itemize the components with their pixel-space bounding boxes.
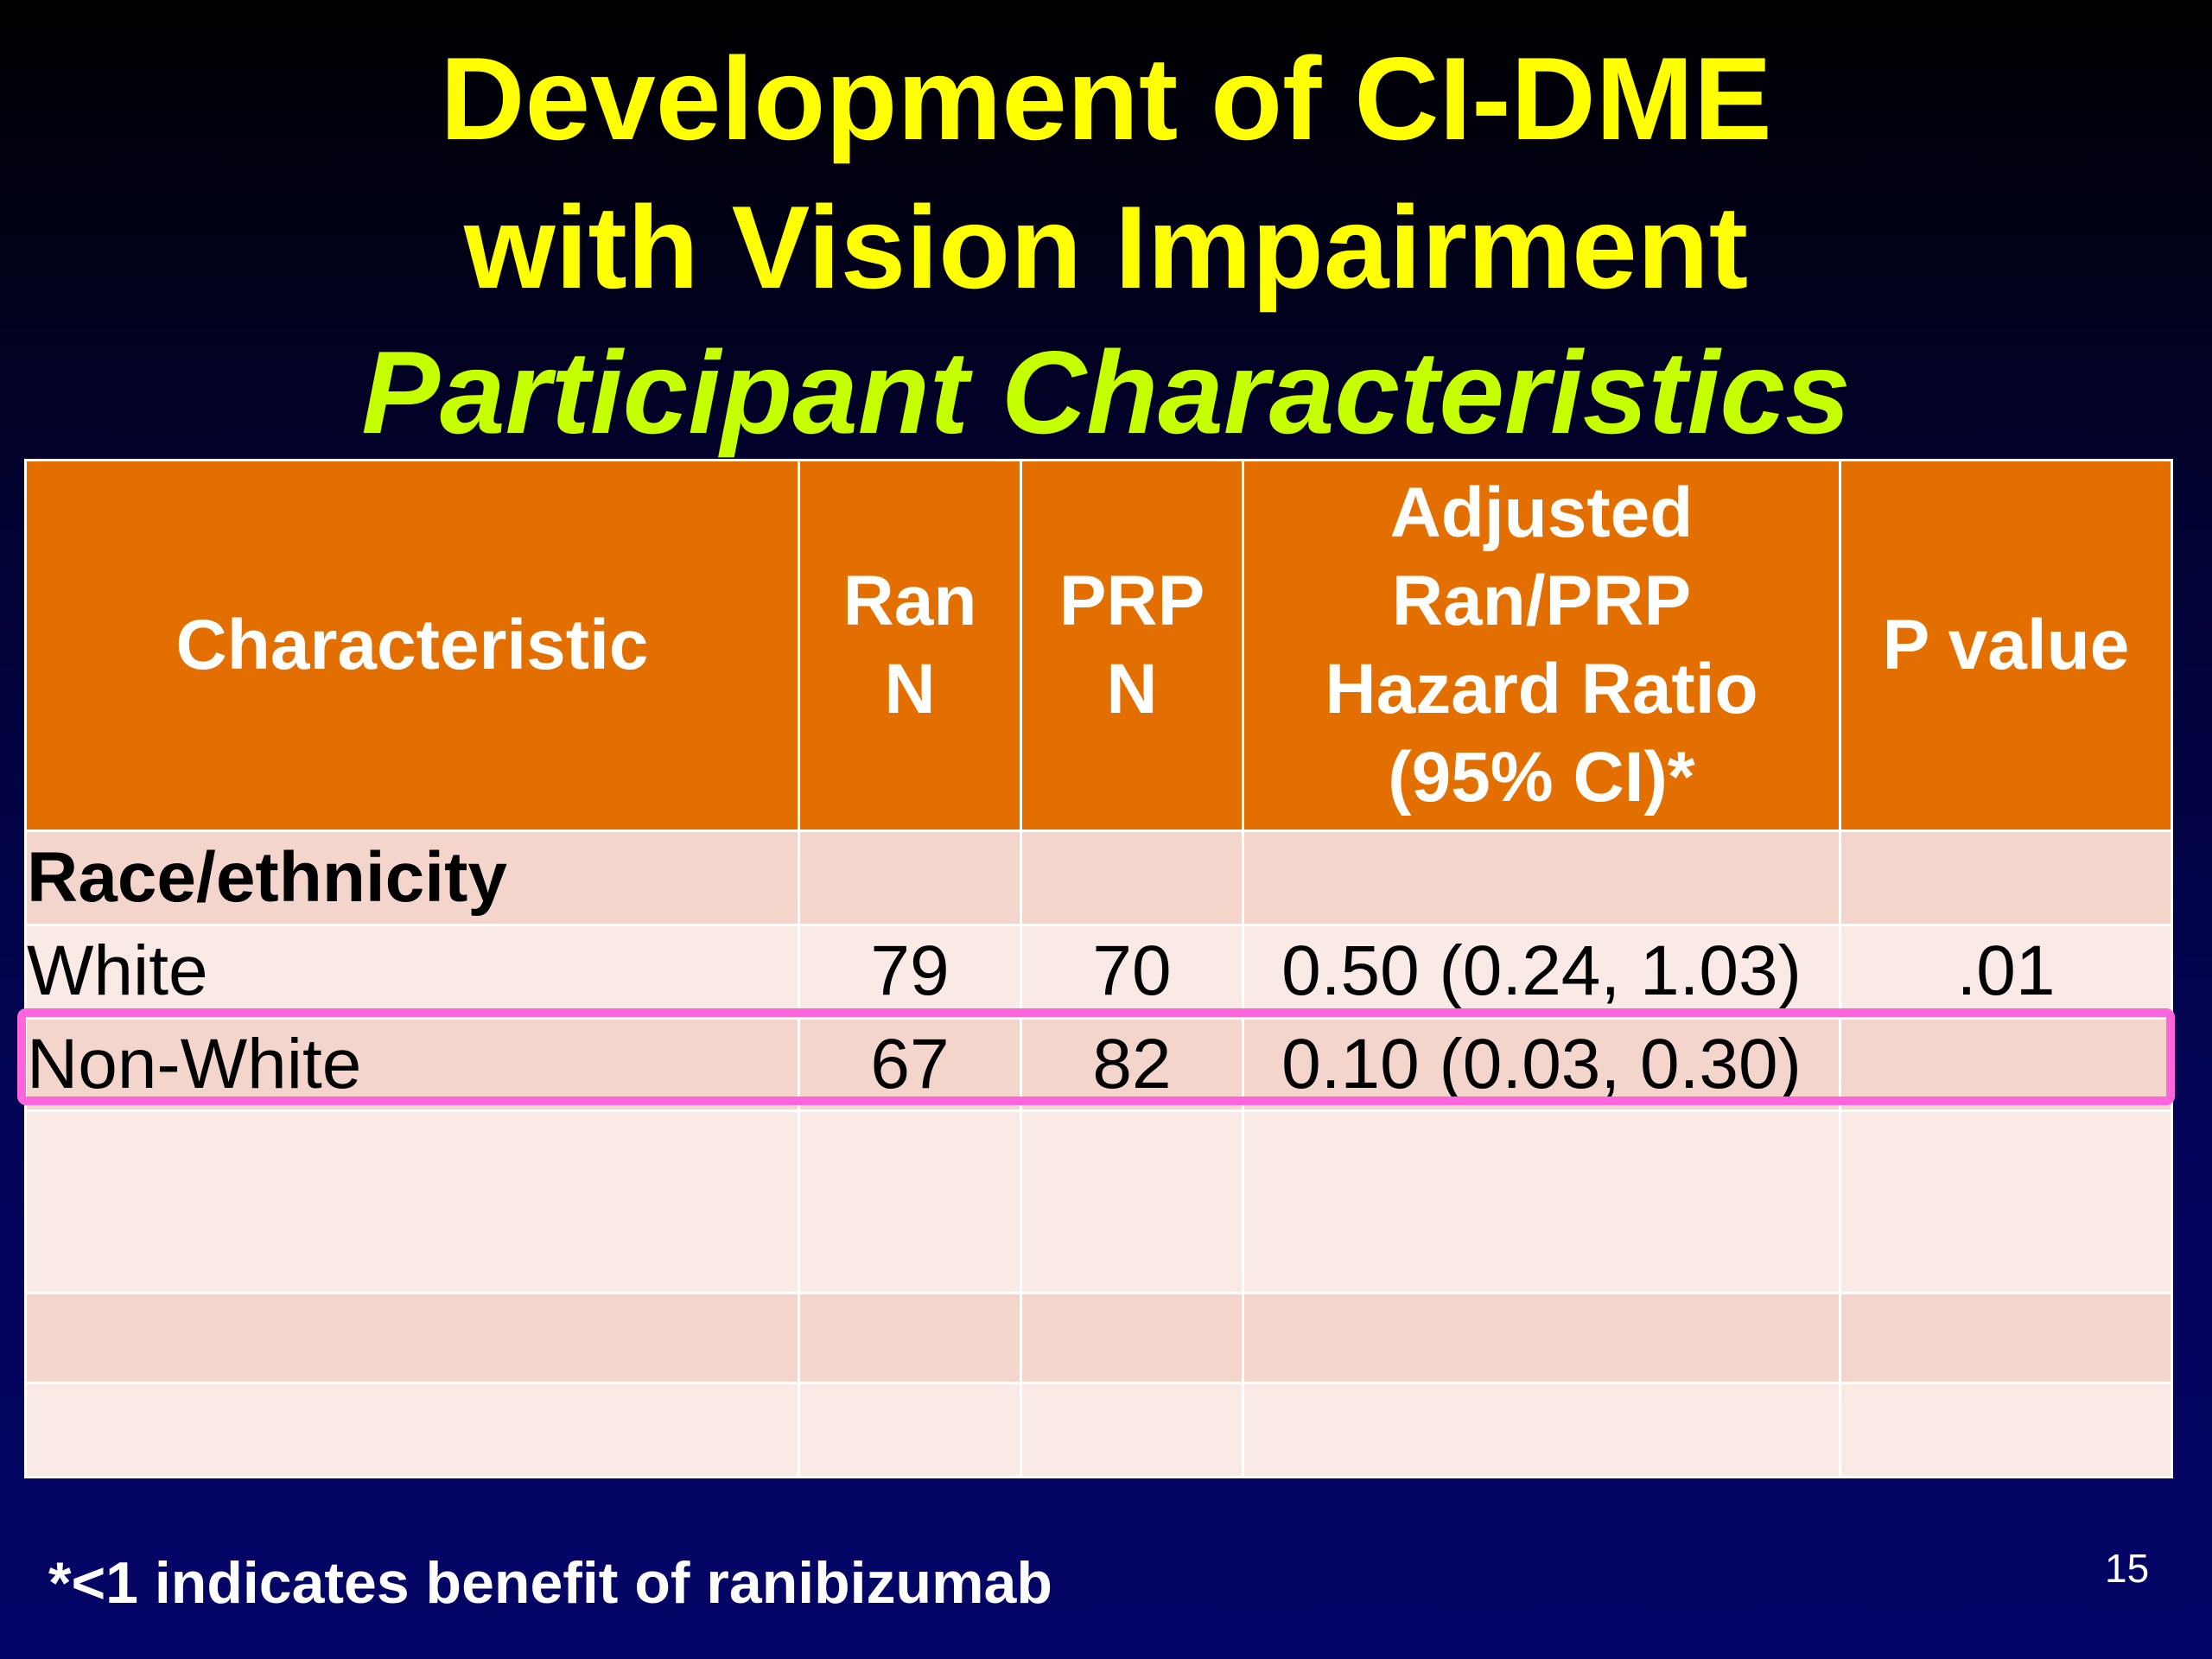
participant-characteristics-table: Characteristic Ran N PRP N Adjusted Ran/… xyxy=(24,459,2173,1478)
header-prp-n-line-2: N xyxy=(1106,650,1158,728)
table-row-white: White 79 70 0.50 (0.24, 1.03) .01 xyxy=(24,923,2173,1020)
cell-characteristic: Non-White xyxy=(24,1017,800,1112)
header-ran-n-line-2: N xyxy=(884,650,936,728)
table-row-empty xyxy=(24,1291,2173,1385)
header-hazard-ratio-line-4: (95% CI)* xyxy=(1388,738,1695,817)
table-cell-empty xyxy=(1020,1291,1244,1385)
table-cell-empty xyxy=(798,1109,1022,1294)
cell-hazard-ratio: 0.10 (0.03, 0.30) xyxy=(1242,1017,1841,1112)
table-body: Race/ethnicity White 79 70 0.50 (0.24, 1… xyxy=(24,830,2173,1478)
cell-ran-n: 79 xyxy=(798,923,1022,1020)
table-row-section: Race/ethnicity xyxy=(24,830,2173,926)
header-prp-n: PRP N xyxy=(1020,459,1244,832)
header-characteristic: Characteristic xyxy=(24,459,800,832)
slide-subtitle: Participant Characteristics xyxy=(361,327,1851,458)
row-highlight-box xyxy=(17,1008,2175,1105)
table-cell-empty xyxy=(1020,1109,1244,1294)
slide-number: 15 xyxy=(2105,1546,2150,1591)
table-cell-empty xyxy=(1839,1382,2173,1478)
table-row-non-white: Non-White 67 82 0.10 (0.03, 0.30) xyxy=(24,1017,2173,1112)
slide-title-line-2: with Vision Impairment xyxy=(463,181,1749,313)
table-row-empty xyxy=(24,1382,2173,1478)
cell-p-value xyxy=(1839,1017,2173,1112)
header-prp-n-line-1: PRP xyxy=(1058,562,1205,640)
table-cell-empty xyxy=(1242,1109,1841,1294)
table-cell-empty xyxy=(1242,1382,1841,1478)
header-p-value: P value xyxy=(1839,459,2173,832)
cell-hazard-ratio: 0.50 (0.24, 1.03) xyxy=(1242,923,1841,1020)
cell-prp-n: 70 xyxy=(1020,923,1244,1020)
table-cell-empty xyxy=(24,1291,800,1385)
table-cell-empty xyxy=(24,1109,800,1294)
header-hazard-ratio-line-3: Hazard Ratio xyxy=(1325,650,1758,728)
cell-p-value: .01 xyxy=(1839,923,2173,1020)
header-ran-n: Ran N xyxy=(798,459,1022,832)
header-hazard-ratio-line-1: Adjusted xyxy=(1389,474,1694,552)
table-cell-empty xyxy=(798,1291,1022,1385)
header-hazard-ratio: Adjusted Ran/PRP Hazard Ratio (95% CI)* xyxy=(1242,459,1841,832)
slide-title-line-1: Development of CI-DME xyxy=(440,33,1772,164)
table-cell-empty xyxy=(798,1382,1022,1478)
header-row: Characteristic Ran N PRP N Adjusted Ran/… xyxy=(24,459,2173,832)
footnote: *<1 indicates benefit of ranibizumab xyxy=(48,1550,1052,1616)
header-ran-n-line-1: Ran xyxy=(842,562,977,640)
table-header: Characteristic Ran N PRP N Adjusted Ran/… xyxy=(24,459,2173,832)
table-cell-empty xyxy=(1242,1291,1841,1385)
table-cell-empty xyxy=(1242,830,1841,926)
cell-characteristic: White xyxy=(24,923,800,1020)
table-cell-empty xyxy=(1839,1109,2173,1294)
header-hazard-ratio-line-2: Ran/PRP xyxy=(1391,562,1692,640)
table-cell-empty xyxy=(1839,830,2173,926)
table-cell-empty xyxy=(798,830,1022,926)
table-cell-empty xyxy=(1839,1291,2173,1385)
table-cell-empty xyxy=(1020,1382,1244,1478)
cell-prp-n: 82 xyxy=(1020,1017,1244,1112)
section-label: Race/ethnicity xyxy=(24,830,800,926)
table-cell-empty xyxy=(1020,830,1244,926)
table-cell-empty xyxy=(24,1382,800,1478)
table-row-empty xyxy=(24,1109,2173,1294)
cell-ran-n: 67 xyxy=(798,1017,1022,1112)
